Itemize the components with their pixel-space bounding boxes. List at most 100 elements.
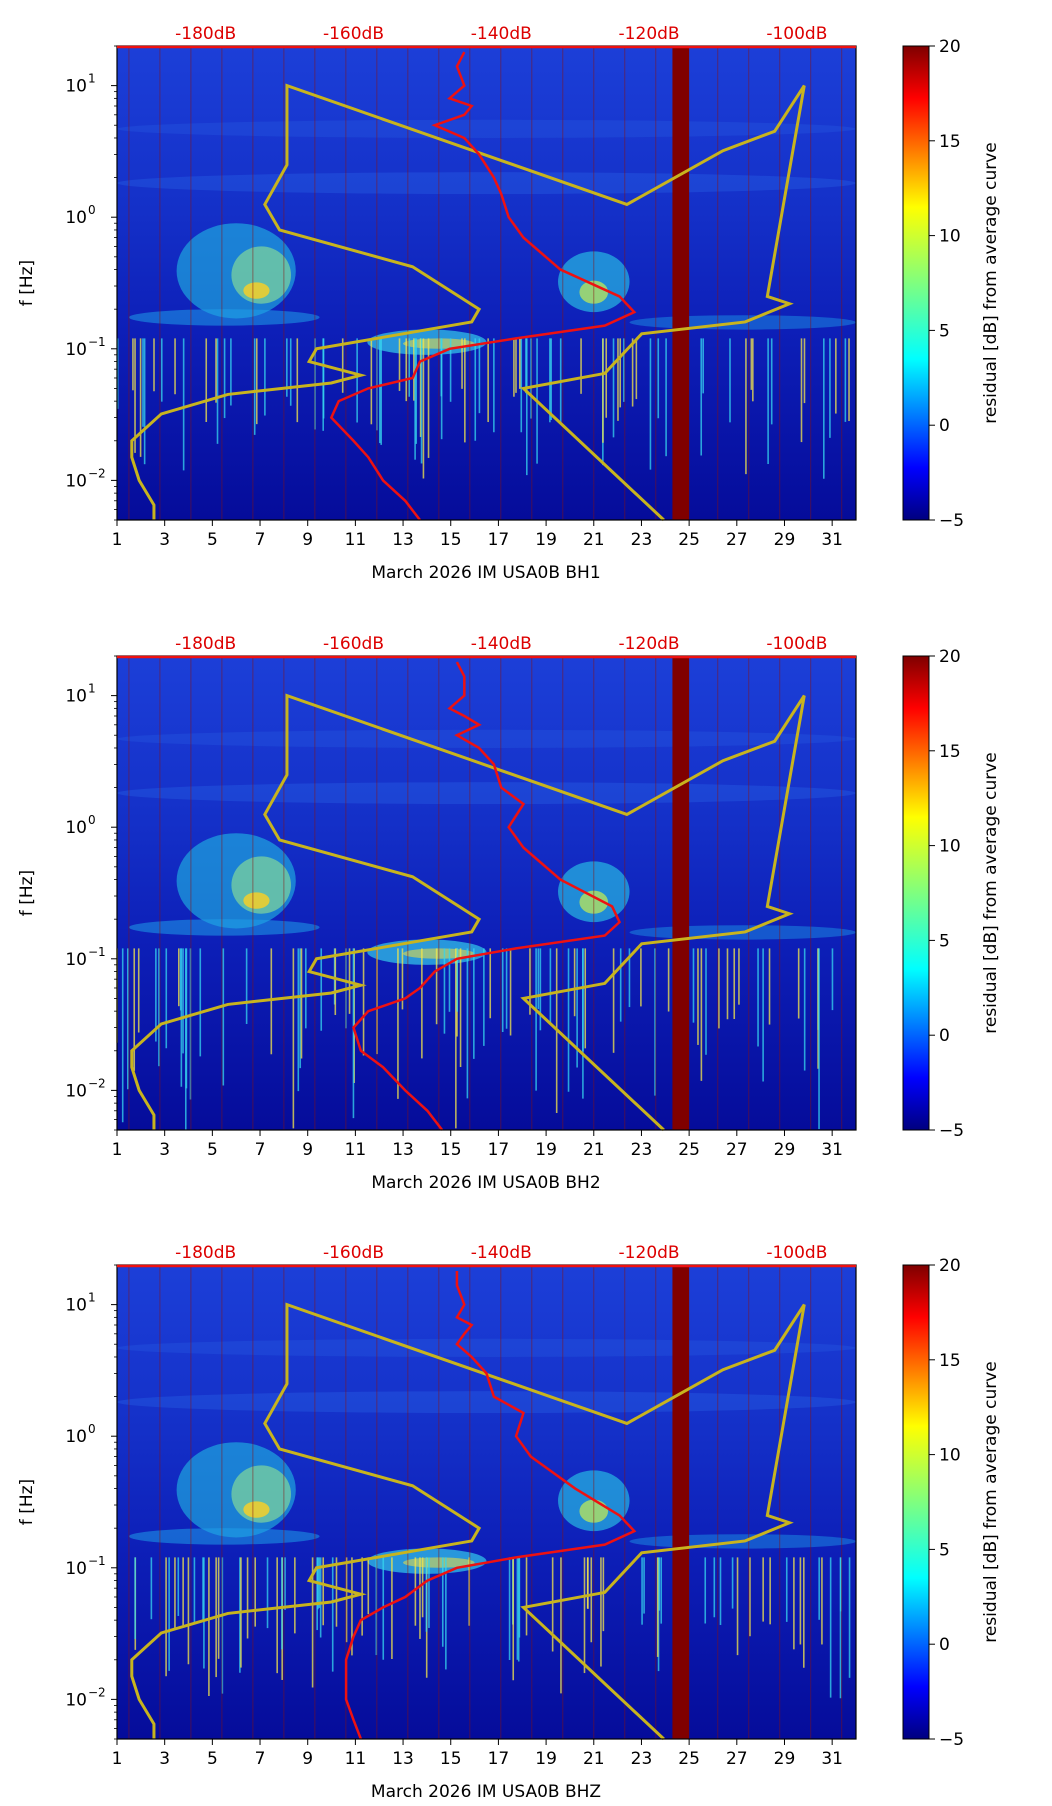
transient-spikes: [128, 1265, 851, 1739]
x-axis-ticks: 1 3 5 7 9 11 13 15 17 19 21 23 25 27 29 31: [112, 1739, 843, 1769]
x-tick-label: 3: [159, 530, 170, 550]
x-tick-label: 5: [207, 1140, 218, 1160]
x-tick-label: 27: [726, 530, 748, 550]
energy-region: [243, 282, 270, 299]
x-tick-label: 13: [392, 530, 414, 550]
top-db-label: -140dB: [471, 24, 532, 44]
colorbar: −5 0 5 10 15 20 residual [dB] from average cur…: [902, 1256, 1001, 1750]
top-db-label: -100dB: [766, 24, 827, 44]
y-tick-label: 10: [65, 1296, 87, 1316]
top-db-label: -140dB: [471, 1243, 532, 1263]
x-tick-label: 23: [631, 530, 653, 550]
x-tick-label: 29: [774, 530, 796, 550]
y-tick-label: 10: [65, 1081, 87, 1101]
data-gap-band: [672, 656, 690, 1130]
y-tick-label: 10: [65, 950, 87, 970]
energy-region: [117, 119, 856, 138]
colorbar-label: residual [dB] from average curve: [981, 142, 1001, 423]
colorbar-tick-label: 10: [939, 1446, 961, 1466]
x-tick-label: 19: [535, 1749, 557, 1769]
x-tick-label: 23: [631, 1140, 653, 1160]
x-axis-ticks: 1 3 5 7 9 11 13 15 17 19 21 23 25 27 29 31: [112, 1130, 843, 1160]
x-tick-label: 9: [302, 1140, 313, 1160]
y-tick-label: 10: [65, 818, 87, 838]
y-tick-label: 10: [65, 687, 87, 707]
x-tick-label: 5: [207, 1749, 218, 1769]
x-tick-label: 17: [488, 1140, 510, 1160]
top-db-label: -180dB: [175, 634, 236, 654]
x-tick-label: 9: [302, 530, 313, 550]
energy-region: [117, 782, 856, 805]
x-tick-label: 25: [678, 1749, 700, 1769]
y-tick-label: 10: [65, 340, 87, 360]
y-tick-label: 10: [65, 471, 87, 491]
top-db-label: -120dB: [619, 24, 680, 44]
x-tick-label: 9: [302, 1749, 313, 1769]
y-tick-exponent: −2: [88, 466, 106, 480]
colorbar: −5 0 5 10 15 20 residual [dB] from average cur…: [902, 647, 1001, 1141]
model-curve: [130, 1302, 806, 1741]
energy-region: [128, 309, 320, 326]
colorbar-tick-label: 20: [939, 37, 961, 57]
colorbar-label: residual [dB] from average curve: [981, 1361, 1001, 1642]
x-tick-label: 1: [112, 1140, 123, 1160]
colorbar: −5 0 5 10 15 20 residual [dB] from average cur…: [902, 37, 1001, 531]
top-db-label: -100dB: [766, 1243, 827, 1263]
power-curve: [352, 661, 622, 1131]
x-tick-label: 27: [726, 1140, 748, 1160]
colorbar-tick-label: 20: [939, 647, 961, 667]
top-db-label: -180dB: [175, 1243, 236, 1263]
y-tick-label: 10: [65, 208, 87, 228]
x-tick-label: 15: [440, 1749, 462, 1769]
panel-bhz: 1 3 5 7 9 11 13 15 17 19 21 23 25 27 29 31 10−210−110 01…: [17, 1243, 1001, 1802]
power-curve: [344, 1271, 637, 1740]
top-db-label: -100dB: [766, 634, 827, 654]
y-tick-exponent: 1: [88, 72, 96, 86]
colorbar-tick-label: 15: [939, 742, 961, 762]
y-tick-label: 10: [65, 1559, 87, 1579]
x-axis-label: March 2026 IM USA0B BHZ: [371, 1782, 601, 1802]
x-tick-label: 29: [774, 1140, 796, 1160]
x-tick-label: 11: [345, 530, 367, 550]
colorbar-tick-label: 10: [939, 837, 961, 857]
panel-bh2: 1 3 5 7 9 11 13 15 17 19 21 23 25 27 29 31 10−210−110 01…: [17, 634, 1001, 1193]
x-tick-label: 7: [255, 530, 266, 550]
x-tick-label: 31: [821, 1749, 843, 1769]
colorbar-gradient: [902, 45, 930, 521]
x-tick-label: 19: [535, 1140, 557, 1160]
energy-region: [243, 1501, 270, 1518]
data-gap-band: [672, 46, 690, 520]
colorbar-tick-label: −5: [939, 511, 964, 531]
data-gap-band: [672, 1265, 690, 1739]
x-tick-label: 17: [488, 530, 510, 550]
x-tick-label: 21: [583, 530, 605, 550]
energy-region: [117, 1338, 856, 1357]
colorbar-tick-label: 20: [939, 1256, 961, 1276]
y-tick-label: 10: [65, 77, 87, 97]
transient-spikes: [116, 656, 843, 1130]
energy-region: [117, 172, 856, 195]
colorbar-tick-label: 0: [939, 416, 950, 436]
y-tick-exponent: 1: [88, 1291, 96, 1305]
colorbar-tick-label: 15: [939, 1351, 961, 1371]
x-tick-label: 19: [535, 530, 557, 550]
spectrogram-energy-blobs: [117, 729, 856, 965]
x-tick-label: 17: [488, 1749, 510, 1769]
energy-region: [128, 919, 320, 936]
top-db-label: -160dB: [323, 634, 384, 654]
x-tick-label: 29: [774, 1749, 796, 1769]
x-tick-label: 7: [255, 1140, 266, 1160]
colorbar-label: residual [dB] from average curve: [981, 752, 1001, 1033]
x-tick-label: 1: [112, 530, 123, 550]
y-tick-exponent: −2: [88, 1685, 106, 1699]
top-db-label: -180dB: [175, 24, 236, 44]
y-tick-label: 10: [65, 1690, 87, 1710]
x-tick-label: 15: [440, 1140, 462, 1160]
y-tick-exponent: 0: [88, 1422, 96, 1436]
x-tick-label: 25: [678, 1140, 700, 1160]
top-db-label: -160dB: [323, 24, 384, 44]
colorbar-tick-label: 5: [939, 1540, 950, 1560]
energy-region: [117, 1391, 856, 1414]
